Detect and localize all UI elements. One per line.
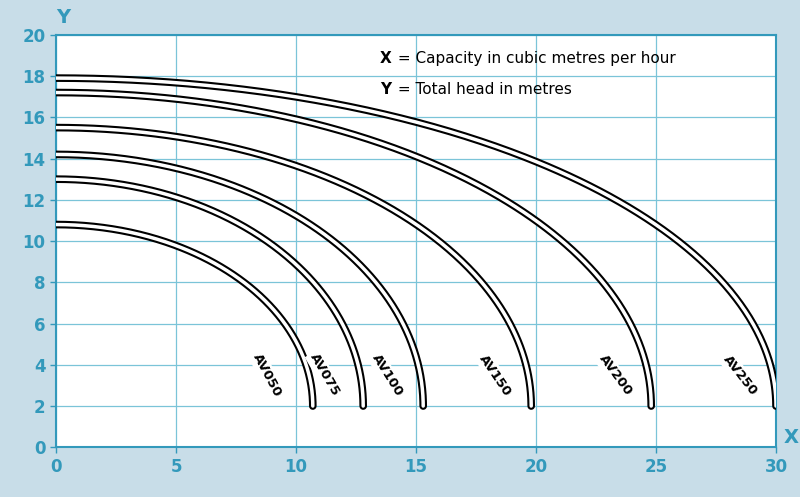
Text: AV250: AV250 <box>720 352 760 398</box>
Text: = Capacity in cubic metres per hour: = Capacity in cubic metres per hour <box>394 51 676 66</box>
Text: Y: Y <box>380 82 391 97</box>
Text: = Total head in metres: = Total head in metres <box>394 82 572 97</box>
Text: AV075: AV075 <box>307 351 342 399</box>
Text: X: X <box>380 51 392 66</box>
Text: AV050: AV050 <box>250 351 284 399</box>
Text: X: X <box>783 428 798 447</box>
Text: AV200: AV200 <box>596 352 634 398</box>
Text: Y: Y <box>56 7 70 26</box>
Text: AV100: AV100 <box>369 352 406 399</box>
Text: AV150: AV150 <box>477 352 514 398</box>
